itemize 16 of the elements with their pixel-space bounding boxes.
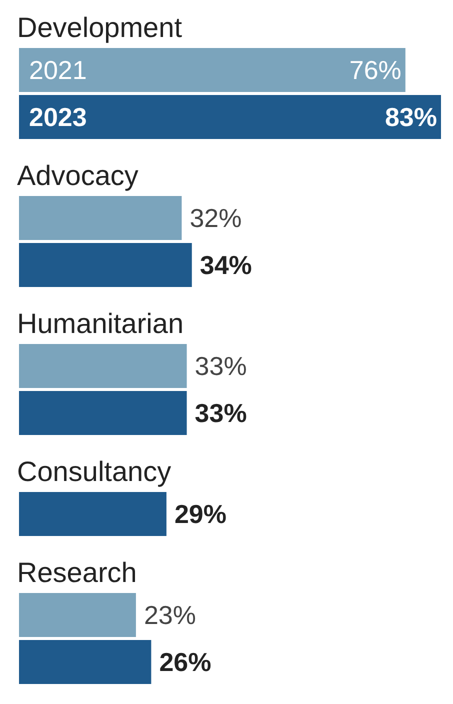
data-label: 29%	[174, 499, 226, 529]
y-tick-label: Consultancy	[17, 456, 172, 487]
data-label: 33%	[194, 351, 247, 381]
data-label: 83%	[384, 102, 437, 132]
series-label: 2023	[29, 102, 87, 132]
y-tick-label: Humanitarian	[17, 308, 184, 339]
data-label: 23%	[144, 600, 196, 630]
data-label: 33%	[194, 398, 247, 428]
data-label: 34%	[200, 250, 252, 280]
y-tick-label: Advocacy	[17, 160, 138, 191]
data-label: 32%	[190, 203, 242, 233]
y-tick-label: Development	[17, 12, 182, 43]
series-label: 2021	[29, 55, 87, 85]
data-label: 76%	[349, 55, 402, 85]
data-label: 26%	[159, 647, 212, 677]
y-tick-label: Research	[17, 557, 137, 588]
